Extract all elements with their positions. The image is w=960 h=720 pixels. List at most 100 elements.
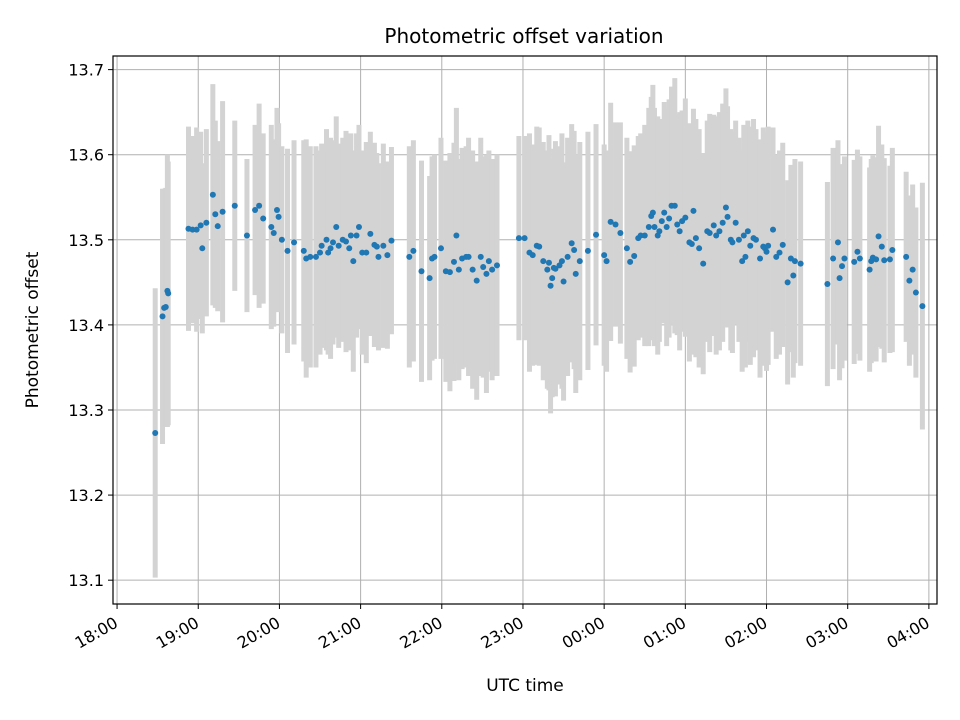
data-point [270, 229, 277, 236]
data-point [841, 255, 848, 262]
data-point [560, 278, 567, 285]
data-point [355, 224, 362, 231]
data-point [674, 221, 681, 228]
data-point [696, 245, 703, 252]
data-point [552, 265, 559, 272]
data-point [663, 224, 670, 231]
data-point [152, 429, 159, 436]
data-point [493, 262, 500, 269]
data-point [627, 258, 634, 265]
data-point [426, 275, 433, 282]
x-tick-label: 04:00 [883, 613, 932, 653]
data-point [719, 219, 726, 226]
y-tick-label: 13.7 [68, 61, 104, 80]
data-point [350, 258, 357, 265]
data-point [275, 213, 282, 220]
data-point [231, 202, 238, 209]
data-point [612, 221, 619, 228]
data-point [367, 230, 374, 237]
y-tick-label: 13.6 [68, 146, 104, 165]
data-point [631, 252, 638, 259]
point-layer [152, 191, 926, 436]
data-point [453, 232, 460, 239]
data-point [312, 253, 319, 260]
data-point [724, 213, 731, 220]
data-point [584, 247, 591, 254]
data-point [278, 236, 285, 243]
data-point [706, 229, 713, 236]
x-tick-label: 20:00 [234, 613, 283, 653]
data-point [317, 249, 324, 256]
data-point [875, 233, 882, 240]
data-point [692, 235, 699, 242]
data-point [688, 241, 695, 248]
data-point [656, 228, 663, 235]
data-point [373, 243, 380, 250]
data-point [162, 304, 169, 311]
data-point [291, 239, 298, 246]
data-point [212, 211, 219, 218]
data-point [716, 228, 723, 235]
data-point [193, 226, 200, 233]
data-point [544, 266, 551, 273]
data-point [651, 224, 658, 231]
x-tick-label: 18:00 [72, 613, 121, 653]
data-point [909, 266, 916, 273]
data-point [485, 258, 492, 265]
data-point [797, 260, 804, 267]
x-axis-title: UTC time [486, 676, 564, 696]
data-point [791, 258, 798, 265]
data-point [722, 204, 729, 211]
data-point [353, 232, 360, 239]
data-point [521, 235, 528, 242]
data-point [641, 232, 648, 239]
data-point [209, 191, 216, 198]
x-tick-label: 00:00 [559, 613, 608, 653]
data-point [623, 245, 630, 252]
x-tick-label: 19:00 [153, 613, 202, 653]
data-point [765, 242, 772, 249]
data-point [165, 290, 172, 297]
data-point [346, 245, 353, 252]
data-point [886, 256, 893, 263]
data-point [284, 247, 291, 254]
data-point [568, 240, 575, 247]
data-point [347, 232, 354, 239]
data-point [740, 232, 747, 239]
data-point [617, 229, 624, 236]
data-point [384, 252, 391, 259]
data-point [779, 241, 786, 248]
data-point [465, 253, 472, 260]
data-point [776, 249, 783, 256]
data-point [469, 266, 476, 273]
data-point [593, 231, 600, 238]
data-point [199, 245, 206, 252]
data-point [197, 222, 204, 229]
data-point [919, 303, 926, 310]
data-point [873, 256, 880, 263]
data-point [649, 209, 656, 216]
data-point [739, 258, 746, 265]
data-point [300, 247, 307, 254]
data-point [330, 239, 337, 246]
data-point [666, 215, 673, 222]
data-point [483, 270, 490, 277]
data-point [834, 239, 841, 246]
data-point [770, 226, 777, 233]
data-point [836, 275, 843, 282]
data-point [773, 253, 780, 260]
data-point [906, 277, 913, 284]
data-point [431, 253, 438, 260]
data-point [757, 255, 764, 262]
y-tick-label: 13.1 [68, 571, 104, 590]
data-point [571, 247, 578, 254]
data-point [690, 207, 697, 214]
data-point [878, 243, 885, 250]
data-point [564, 253, 571, 260]
data-point [572, 270, 579, 277]
data-point [214, 223, 221, 230]
data-point [260, 215, 267, 222]
data-point [710, 222, 717, 229]
data-point [558, 258, 565, 265]
